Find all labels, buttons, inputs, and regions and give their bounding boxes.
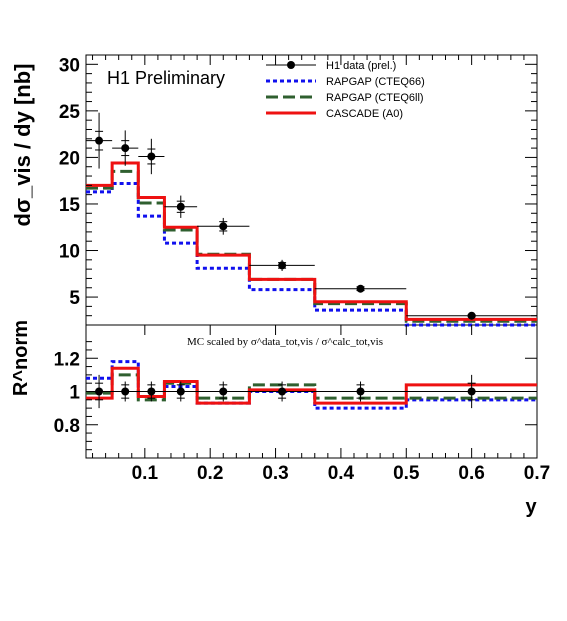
lower-data-point	[278, 387, 287, 396]
lower-ytick-label: 1	[69, 383, 80, 404]
upper-data-point	[176, 202, 185, 211]
upper-data-point	[95, 136, 104, 145]
lower-data-point	[147, 387, 156, 396]
upper-ytick-label: 30	[59, 55, 80, 76]
lower-series-dotted-0	[86, 360, 537, 410]
lower-ytick-label: 0.8	[54, 416, 80, 437]
upper-series-solid-2	[86, 161, 537, 321]
upper-series-dotted-0	[86, 181, 537, 327]
lower-y-axis-label: R^norm	[10, 320, 32, 396]
xtick-label: 0.3	[262, 463, 288, 484]
upper-series-dashed-1	[86, 169, 537, 323]
upper-ytick-label: 20	[59, 148, 80, 169]
legend: H1 data (prel.) RAPGAP (CTEQ66) RAPGAP (CT…	[266, 60, 425, 120]
x-axis-label: y	[525, 496, 537, 518]
upper-data-point	[467, 311, 476, 320]
scaling-annotation: MC scaled by σ^data_tot,vis / σ^calc_tot…	[187, 336, 383, 348]
upper-data-point	[121, 144, 130, 153]
legend-label-data: H1 data (prel.)	[326, 60, 396, 72]
xtick-label: 0.6	[458, 463, 484, 484]
lower-data-point	[95, 387, 104, 396]
lower-data-point	[356, 387, 365, 396]
xtick-label: 0.1	[132, 463, 159, 484]
xtick-label: 0.4	[328, 463, 355, 484]
lower-ytick-label: 1.2	[54, 349, 80, 370]
upper-data-point	[219, 222, 228, 231]
upper-ytick-label: 15	[59, 195, 81, 216]
upper-tick-group: 5 10 15 20 25 30	[59, 54, 538, 317]
upper-data-point	[356, 284, 365, 293]
lower-series-solid-2	[86, 366, 537, 405]
lower-data-point	[467, 387, 476, 396]
upper-data-point	[147, 152, 156, 161]
upper-ytick-label: 25	[59, 102, 81, 123]
upper-series-group	[86, 161, 537, 327]
upper-ytick-label: 5	[69, 288, 80, 309]
chart-title: H1 Preliminary	[107, 68, 225, 88]
lower-data-group	[86, 374, 537, 409]
upper-data-point	[278, 261, 287, 270]
lower-tick-group: 0.8 1 1.2 0.1 0.2 0.3 0.4 0.5 0.6 0.7	[54, 325, 550, 484]
upper-y-axis-label: dσ_vis / dy [nb]	[10, 64, 35, 227]
legend-label-solid: CASCADE (A0)	[326, 108, 403, 120]
lower-data-point	[176, 387, 185, 396]
legend-marker-data	[287, 61, 295, 69]
legend-label-dotted: RAPGAP (CTEQ66)	[326, 76, 425, 88]
lower-data-point	[219, 387, 228, 396]
xtick-label: 0.5	[393, 463, 420, 484]
xtick-label: 0.7	[524, 463, 550, 484]
lower-data-point	[121, 387, 130, 396]
xtick-label: 0.2	[197, 463, 223, 484]
legend-label-dashed: RAPGAP (CTEQ6ll)	[326, 92, 424, 104]
upper-data-group	[86, 112, 537, 320]
upper-ytick-label: 10	[59, 242, 80, 263]
